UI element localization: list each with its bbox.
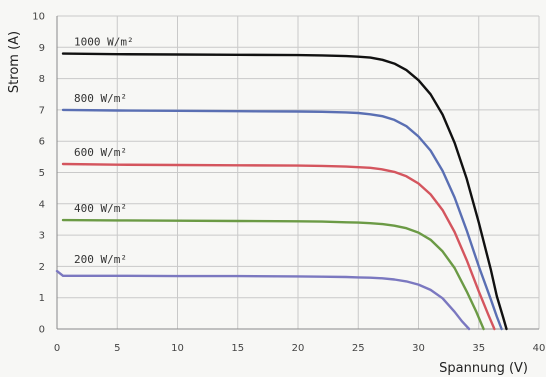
y-tick-label: 7 — [39, 105, 45, 116]
y-tick-label: 10 — [32, 12, 45, 23]
x-tick-label: 40 — [533, 343, 546, 354]
y-tick-label: 2 — [39, 262, 45, 273]
x-tick-label: 25 — [352, 343, 365, 354]
x-tick-label: 10 — [171, 343, 184, 354]
x-axis-title: Spannung (V) — [439, 361, 528, 376]
axes: 0 1 2 3 4 5 6 7 8 9 10 0 5 10 15 20 25 30 35 40 — [32, 12, 545, 355]
series-line — [55, 269, 471, 331]
series-label: 1000 W/m² — [74, 36, 134, 49]
series-label: 800 W/m² — [74, 92, 127, 105]
y-tick-label: 8 — [39, 74, 45, 85]
series-line — [61, 218, 485, 331]
y-tick-label: 4 — [39, 199, 45, 210]
series-line — [61, 52, 508, 331]
y-axis-title: Strom (A) — [7, 31, 22, 93]
y-tick-label: 6 — [39, 137, 45, 148]
y-tick-label: 1 — [39, 293, 45, 304]
x-tick-label: 0 — [54, 343, 60, 354]
series-label: 600 W/m² — [74, 146, 127, 159]
series-group — [55, 52, 508, 331]
x-tick-label: 30 — [412, 343, 425, 354]
x-tick-label: 15 — [231, 343, 244, 354]
y-tick-label: 5 — [39, 168, 45, 179]
x-tick-label: 35 — [472, 343, 485, 354]
series-line — [61, 162, 496, 331]
y-tick-label: 9 — [39, 43, 45, 54]
series-label: 400 W/m² — [74, 202, 127, 215]
series-line — [61, 108, 503, 331]
x-tick-label: 20 — [292, 343, 305, 354]
y-tick-label: 0 — [39, 325, 45, 336]
series-labels: 1000 W/m² 800 W/m² 600 W/m² 400 W/m² 200 W/m… — [74, 36, 134, 267]
y-tick-label: 3 — [39, 231, 45, 242]
x-tick-label: 5 — [114, 343, 120, 354]
series-label: 200 W/m² — [74, 253, 127, 266]
